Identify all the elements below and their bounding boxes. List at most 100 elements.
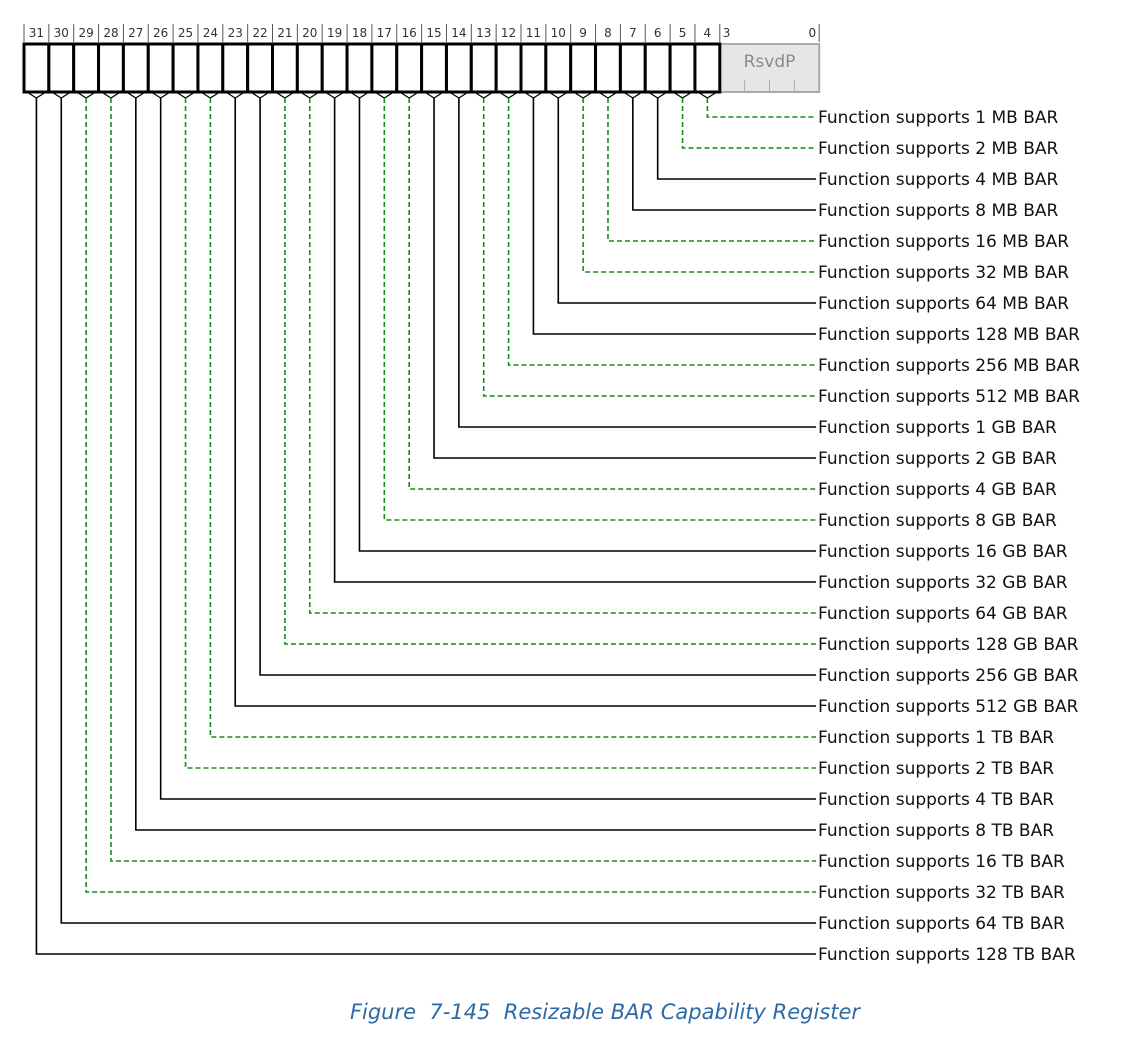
bit-number-label: 29	[78, 26, 93, 40]
bit-cell	[22, 42, 51, 94]
reserved-low-bit-label: 0	[809, 26, 817, 40]
field-label: Function supports 128 TB BAR	[818, 945, 1076, 965]
bit-cell	[569, 42, 598, 94]
field-label: Function supports 64 GB BAR	[818, 604, 1068, 624]
bit-number-label: 17	[377, 26, 392, 40]
bit-number-label: 9	[579, 26, 587, 40]
field-label: Function supports 16 TB BAR	[818, 852, 1065, 872]
bit-number-label: 8	[604, 26, 612, 40]
field-label: Function supports 256 GB BAR	[818, 666, 1079, 686]
field-label: Function supports 32 MB BAR	[818, 263, 1069, 283]
bit-cell	[668, 42, 697, 94]
bit-cell	[544, 42, 573, 94]
field-leader-line	[582, 98, 816, 273]
field-label: Function supports 8 GB BAR	[818, 511, 1057, 531]
reserved-field-label: RsvdP	[744, 52, 796, 72]
field-label: Function supports 1 GB BAR	[818, 418, 1057, 438]
reserved-high-bit-label: 3	[723, 26, 731, 40]
field-label: Function supports 4 TB BAR	[818, 790, 1054, 810]
field-label: Function supports 32 GB BAR	[818, 573, 1068, 593]
field-label: Function supports 64 MB BAR	[818, 294, 1069, 314]
bit-cell	[146, 42, 175, 94]
bit-number-label: 13	[476, 26, 491, 40]
bit-cell	[370, 42, 399, 94]
bit-number-label: 10	[551, 26, 566, 40]
field-leader-line	[706, 98, 816, 118]
field-label: Function supports 8 TB BAR	[818, 821, 1054, 841]
bit-cell	[395, 42, 424, 94]
bit-number-label: 24	[203, 26, 218, 40]
field-leader-line	[209, 98, 816, 738]
field-leader-line	[482, 98, 816, 397]
field-label: Function supports 2 MB BAR	[818, 139, 1058, 159]
bit-cell	[519, 42, 548, 94]
field-leader-line	[358, 98, 816, 552]
field-leader-line	[35, 98, 816, 955]
bit-cell	[271, 42, 299, 94]
field-leader-line	[60, 98, 816, 924]
field-leader-line	[408, 98, 816, 490]
field-leader-line	[259, 98, 816, 676]
field-leader-line	[308, 98, 816, 614]
field-label: Function supports 16 GB BAR	[818, 542, 1068, 562]
bit-cell	[444, 42, 473, 94]
bit-cell	[221, 42, 250, 94]
field-label: Function supports 512 MB BAR	[818, 387, 1080, 407]
field-leader-line	[507, 98, 816, 366]
field-label: Function supports 8 MB BAR	[818, 201, 1058, 221]
bit-number-label: 23	[228, 26, 243, 40]
bit-number-label: 21	[277, 26, 292, 40]
reserved-field-box	[718, 43, 821, 93]
field-label: Function supports 128 MB BAR	[818, 325, 1080, 345]
field-leader-line	[681, 98, 816, 149]
bit-number-label: 6	[654, 26, 662, 40]
bit-cell	[494, 42, 523, 94]
field-label: Function supports 32 TB BAR	[818, 883, 1065, 903]
bit-number-label: 27	[128, 26, 143, 40]
field-leader-line	[656, 98, 816, 180]
figure-caption: Figure 7-145 Resizable BAR Capability Re…	[349, 1000, 861, 1024]
field-label: Function supports 2 GB BAR	[818, 449, 1057, 469]
bit-cell	[345, 42, 374, 94]
field-leader-line	[333, 98, 816, 583]
bit-number-label: 11	[526, 26, 541, 40]
bit-number-label: 19	[327, 26, 342, 40]
bit-cell	[246, 42, 274, 94]
bit-cell	[121, 42, 150, 94]
bit-cell	[72, 42, 101, 94]
field-leader-line	[85, 98, 816, 893]
field-label: Function supports 16 MB BAR	[818, 232, 1069, 252]
field-label: Function supports 2 TB BAR	[818, 759, 1054, 779]
bit-number-label: 7	[629, 26, 637, 40]
field-leader-line	[135, 98, 816, 831]
field-label: Function supports 128 GB BAR	[818, 635, 1079, 655]
bit-cell	[693, 42, 722, 94]
field-leader-line	[383, 98, 816, 521]
bit-cell	[171, 42, 200, 94]
register-diagram: 31 30 29 28 27 26 25 24 23 22 21 20 19 18 17 16 15 14 13 12…	[22, 24, 1080, 965]
bit-number-label: 12	[501, 26, 516, 40]
field-leader-line	[607, 98, 816, 242]
field-label: Function supports 1 MB BAR	[818, 108, 1058, 128]
bit-number-label: 18	[352, 26, 367, 40]
field-label: Function supports 4 MB BAR	[818, 170, 1058, 190]
bit-number-label: 20	[302, 26, 317, 40]
field-leader-line	[184, 98, 816, 769]
bit-cell	[618, 42, 647, 94]
bit-number-label: 28	[103, 26, 118, 40]
bit-cell	[295, 42, 324, 94]
field-leader-line	[532, 98, 816, 335]
bit-cell	[320, 42, 349, 94]
field-label: Function supports 1 TB BAR	[818, 728, 1054, 748]
field-label: Function supports 64 TB BAR	[818, 914, 1065, 934]
bit-number-label: 16	[402, 26, 417, 40]
bit-number-label: 14	[451, 26, 466, 40]
field-label: Function supports 4 GB BAR	[818, 480, 1057, 500]
field-leader-line	[159, 98, 816, 800]
field-label: Function supports 256 MB BAR	[818, 356, 1080, 376]
field-leader-line	[110, 98, 816, 862]
bit-cell	[643, 42, 672, 94]
field-leader-line	[284, 98, 816, 645]
bit-number-label: 25	[178, 26, 193, 40]
field-leader-line	[632, 98, 816, 211]
